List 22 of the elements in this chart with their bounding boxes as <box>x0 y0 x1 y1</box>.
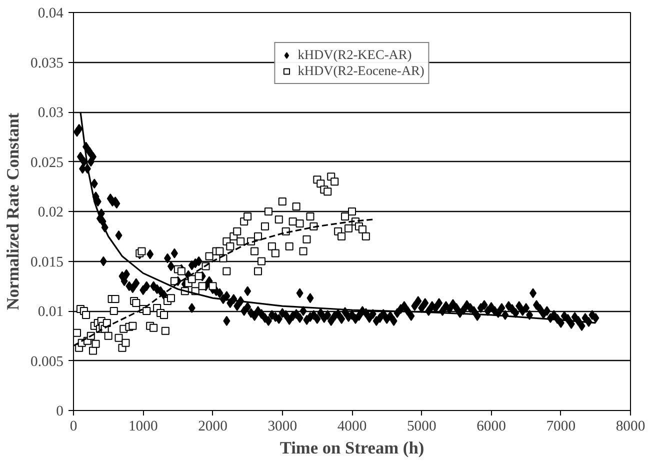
legend-label: kHDV(R2-KEC-AR) <box>298 47 412 63</box>
y-axis-title: Normalized Rate Constant <box>4 112 23 310</box>
x-tick-label: 4000 <box>337 418 367 434</box>
x-tick-label: 3000 <box>268 418 298 434</box>
y-tick-label: 0.01 <box>38 304 64 320</box>
y-tick-label: 0.005 <box>30 354 64 370</box>
y-tick-label: 0 <box>56 404 64 420</box>
y-tick-label: 0.02 <box>38 204 64 220</box>
y-tick-label: 0.04 <box>38 6 64 22</box>
legend-label: kHDV(R2-Eocene-AR) <box>298 63 424 79</box>
x-tick-label: 8000 <box>616 418 646 434</box>
x-tick-label: 2000 <box>198 418 228 434</box>
x-axis-title: Time on Stream (h) <box>280 438 424 458</box>
y-tick-label: 0.015 <box>30 254 64 270</box>
x-tick-label: 5000 <box>406 418 436 434</box>
y-tick-label: 0.025 <box>30 154 64 171</box>
y-tick-label: 0.035 <box>30 55 64 72</box>
x-tick-label: 6000 <box>476 418 506 434</box>
y-tick-label: 0.03 <box>38 105 64 121</box>
x-tick-label: 1000 <box>128 418 158 434</box>
x-tick-label: 7000 <box>546 418 576 434</box>
x-tick-label: 0 <box>70 418 78 434</box>
